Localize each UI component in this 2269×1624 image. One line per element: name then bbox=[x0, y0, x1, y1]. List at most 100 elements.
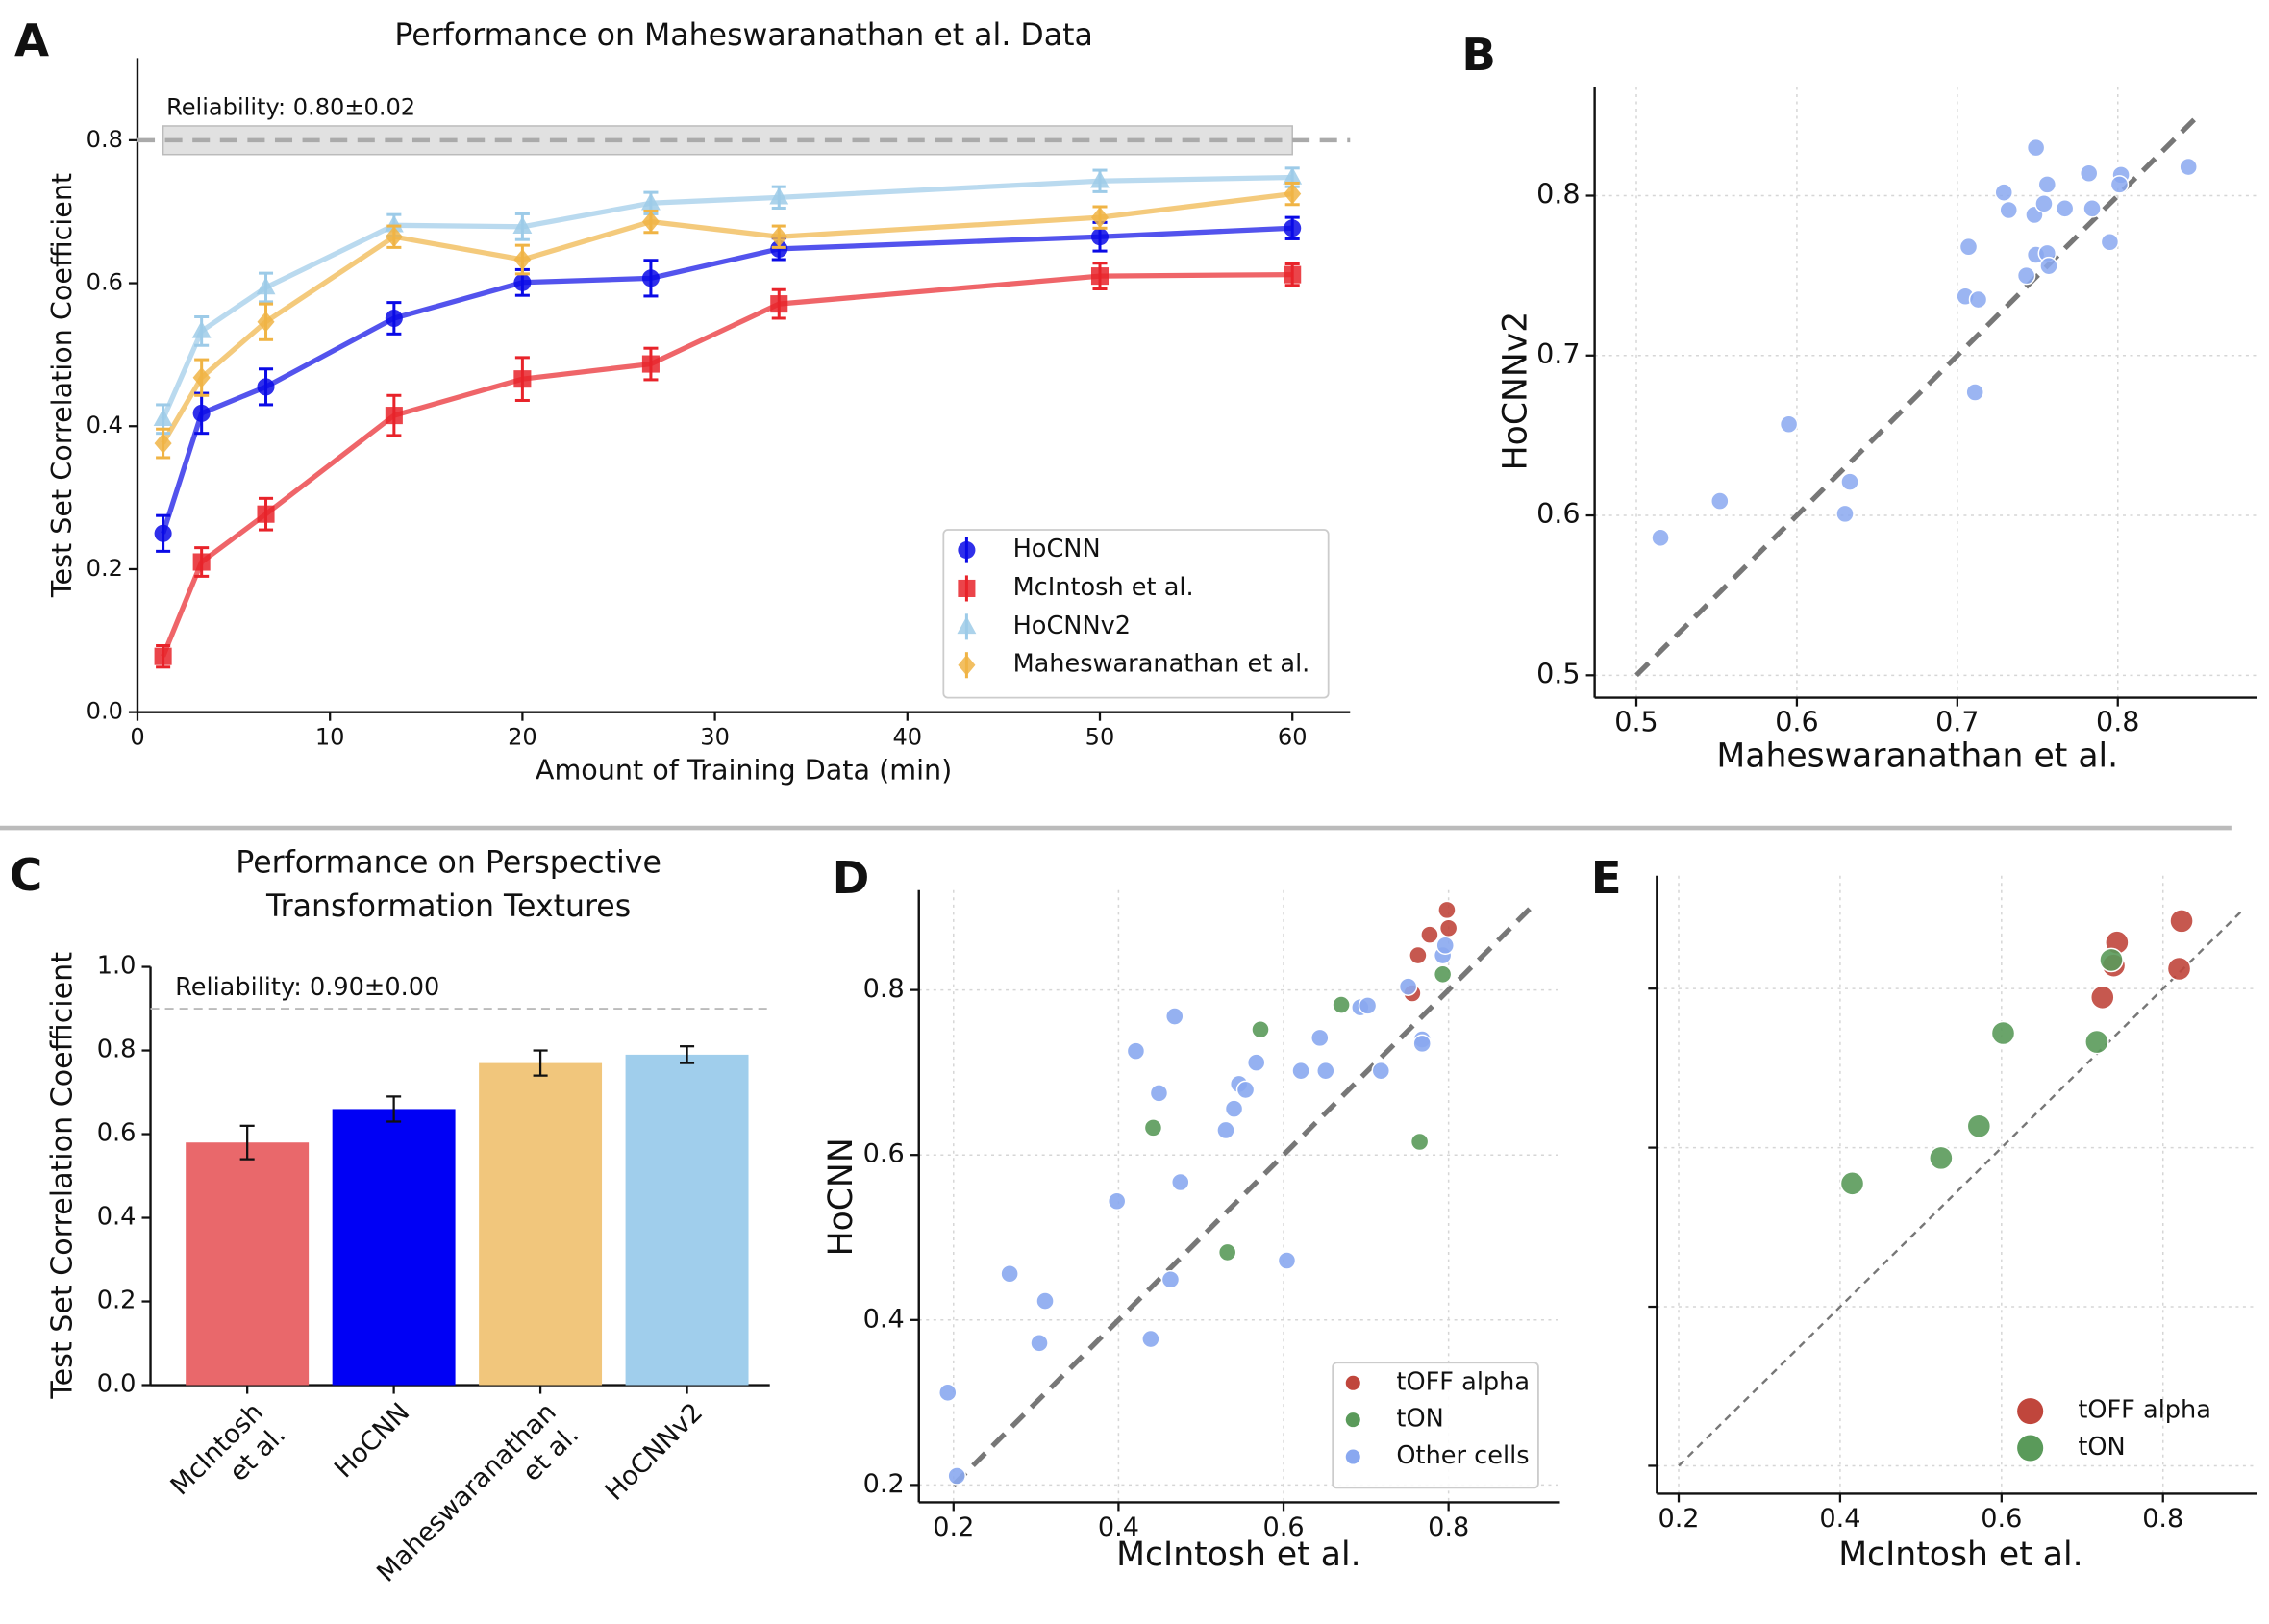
error-bar bbox=[239, 1124, 255, 1161]
x-tick-label: 0.2 bbox=[1658, 1504, 1699, 1534]
y-tick-label: 0.2 bbox=[863, 1469, 905, 1499]
scatter-point bbox=[1316, 1061, 1335, 1081]
error-bar bbox=[680, 1045, 695, 1064]
scatter-point bbox=[947, 1466, 966, 1486]
marker bbox=[1283, 166, 1303, 185]
y-tick-label: 0.5 bbox=[1536, 657, 1580, 689]
scatter-point bbox=[2016, 265, 2036, 286]
bar bbox=[625, 1054, 749, 1386]
scatter-point bbox=[1968, 289, 1988, 310]
scatter-point bbox=[1710, 491, 1730, 511]
marker bbox=[192, 404, 211, 422]
scatter-point bbox=[1965, 383, 1984, 402]
x-tick-label: 0.8 bbox=[2142, 1504, 2183, 1534]
marker bbox=[191, 320, 212, 338]
marker bbox=[513, 249, 532, 270]
marker bbox=[154, 647, 172, 665]
legend-label: HoCNN bbox=[1013, 535, 1101, 563]
series-line bbox=[161, 190, 1293, 445]
scatter-point bbox=[1170, 1172, 1190, 1192]
scatter-point bbox=[1839, 1171, 1865, 1196]
legend-label: HoCNNv2 bbox=[1013, 612, 1131, 640]
legend-marker bbox=[2017, 1398, 2044, 1425]
y-tick-label: 0.4 bbox=[863, 1304, 905, 1334]
scatter-point bbox=[1420, 925, 1439, 944]
error-bar bbox=[533, 1049, 548, 1077]
y-tick-label: 0.2 bbox=[97, 1287, 137, 1315]
marker bbox=[384, 214, 404, 233]
x-tick-label: 0.4 bbox=[1098, 1512, 1139, 1542]
panel-letter: E bbox=[1591, 853, 1622, 905]
x-tick-label: 0 bbox=[130, 724, 144, 751]
scatter-point bbox=[2055, 199, 2075, 218]
scatter-point bbox=[1990, 1020, 2016, 1046]
reliability-label: Reliability: 0.80±0.02 bbox=[166, 94, 415, 121]
scatter-point bbox=[1310, 1028, 1330, 1048]
legend-label: tON bbox=[1396, 1405, 1443, 1434]
scatter-point bbox=[2099, 947, 2124, 973]
marker bbox=[641, 355, 660, 373]
scatter-point bbox=[2026, 137, 2046, 158]
scatter-point bbox=[1437, 900, 1457, 920]
scatter-point bbox=[1251, 1019, 1270, 1039]
legend-marker bbox=[1345, 1375, 1360, 1390]
marker bbox=[769, 187, 789, 205]
scatter-point bbox=[1030, 1334, 1049, 1353]
bar bbox=[479, 1062, 603, 1386]
y-tick-label: 0.4 bbox=[87, 412, 123, 438]
marker bbox=[153, 408, 173, 427]
legend-marker bbox=[1345, 1412, 1360, 1428]
marker bbox=[770, 226, 788, 248]
y-axis-label: HoCNNv2 bbox=[1496, 312, 1534, 471]
scatter-point bbox=[1840, 472, 1859, 491]
scatter-point bbox=[2179, 157, 2198, 177]
marker bbox=[154, 433, 172, 454]
marker bbox=[385, 407, 403, 425]
y-tick-label: 0.8 bbox=[97, 1036, 137, 1064]
scatter-point bbox=[2037, 175, 2057, 194]
legend-marker bbox=[1345, 1449, 1360, 1464]
scatter-point bbox=[1291, 1061, 1310, 1081]
x-tick-label: 0.6 bbox=[1981, 1504, 2022, 1534]
marker bbox=[641, 211, 660, 233]
scatter-point bbox=[1438, 918, 1459, 938]
marker bbox=[192, 553, 211, 571]
scatter-point bbox=[1000, 1263, 1019, 1284]
scatter-point bbox=[1835, 504, 1855, 524]
scatter-point bbox=[2100, 232, 2120, 252]
x-tick-label: HoCNNv2 bbox=[599, 1397, 709, 1507]
x-axis-label: McIntosh et al. bbox=[1116, 1536, 1360, 1574]
scatter-point bbox=[1217, 1242, 1237, 1262]
marker bbox=[257, 378, 275, 396]
scatter-point bbox=[1164, 1007, 1184, 1026]
error-bar bbox=[386, 1095, 402, 1123]
identity-line bbox=[1678, 908, 2245, 1467]
y-tick-label: 0.0 bbox=[97, 1370, 137, 1399]
marker bbox=[256, 277, 276, 295]
legend-label: tON bbox=[2078, 1433, 2125, 1462]
legend-label: tOFF alpha bbox=[1396, 1367, 1530, 1396]
scatter-point bbox=[1246, 1053, 1266, 1072]
scatter-point bbox=[1216, 1120, 1235, 1140]
scatter-point bbox=[1035, 1291, 1055, 1311]
marker bbox=[1284, 219, 1302, 237]
scatter-point bbox=[2169, 909, 2194, 934]
legend-marker bbox=[958, 541, 976, 560]
scatter-point bbox=[1277, 1251, 1297, 1270]
marker bbox=[154, 524, 172, 542]
x-tick-label: 0.7 bbox=[1935, 706, 1979, 738]
x-axis-label: Amount of Training Data (min) bbox=[536, 753, 952, 786]
scatter-point bbox=[1409, 1132, 1430, 1152]
scatter-point bbox=[1779, 414, 1799, 435]
legend-label: McIntosh et al. bbox=[1013, 573, 1194, 602]
scatter-point bbox=[1149, 1084, 1169, 1103]
legend-label: Maheswaranathan et al. bbox=[1013, 650, 1310, 679]
scatter-point bbox=[2089, 985, 2115, 1011]
panel-letter: B bbox=[1461, 30, 1496, 82]
y-tick-label: 0.6 bbox=[1536, 497, 1580, 530]
scatter-point bbox=[2079, 163, 2099, 184]
marker bbox=[1090, 228, 1110, 246]
marker bbox=[770, 295, 788, 313]
legend-label: Other cells bbox=[1396, 1441, 1529, 1470]
scatter-point bbox=[2034, 194, 2054, 213]
